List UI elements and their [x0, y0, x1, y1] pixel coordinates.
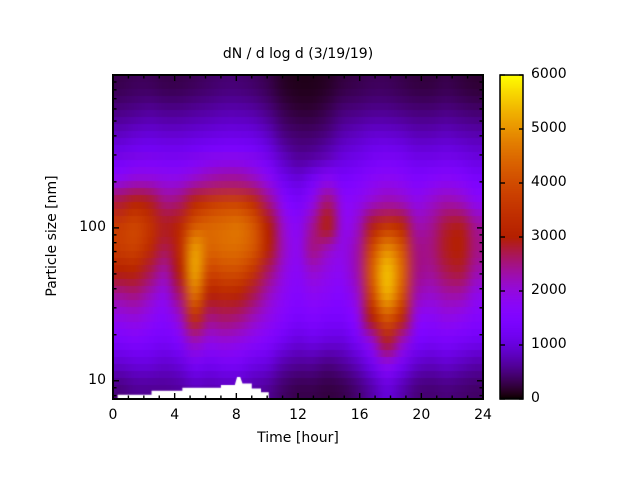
heatmap-plot-area — [113, 75, 483, 399]
y-tick-label: 100 — [79, 218, 106, 235]
colorbar-tick-label: 5000 — [531, 120, 567, 136]
colorbar-tick-label: 1000 — [531, 336, 567, 352]
x-tick-label: 20 — [412, 407, 431, 423]
x-tick-label: 12 — [289, 407, 307, 423]
colorbar-tick-label: 6000 — [531, 66, 567, 82]
x-axis-label: Time [hour] — [257, 430, 339, 446]
x-tick-label: 16 — [350, 407, 369, 423]
x-tick-label: 24 — [474, 407, 492, 423]
x-tick-label: 8 — [231, 407, 241, 423]
colorbar-tick-label: 0 — [531, 390, 540, 406]
x-tick-label: 0 — [108, 407, 118, 423]
colorbar-tick-label: 2000 — [531, 282, 567, 298]
y-axis-label: Particle size [nm] — [44, 175, 60, 297]
colorbar-gradient — [500, 75, 523, 399]
colorbar-tick-label: 3000 — [531, 228, 567, 244]
chart-title: dN / d log d (3/19/19) — [222, 46, 374, 62]
colorbar-tick-label: 4000 — [531, 174, 567, 190]
x-tick-label: 4 — [170, 407, 180, 423]
y-tick-label: 10 — [88, 371, 106, 388]
